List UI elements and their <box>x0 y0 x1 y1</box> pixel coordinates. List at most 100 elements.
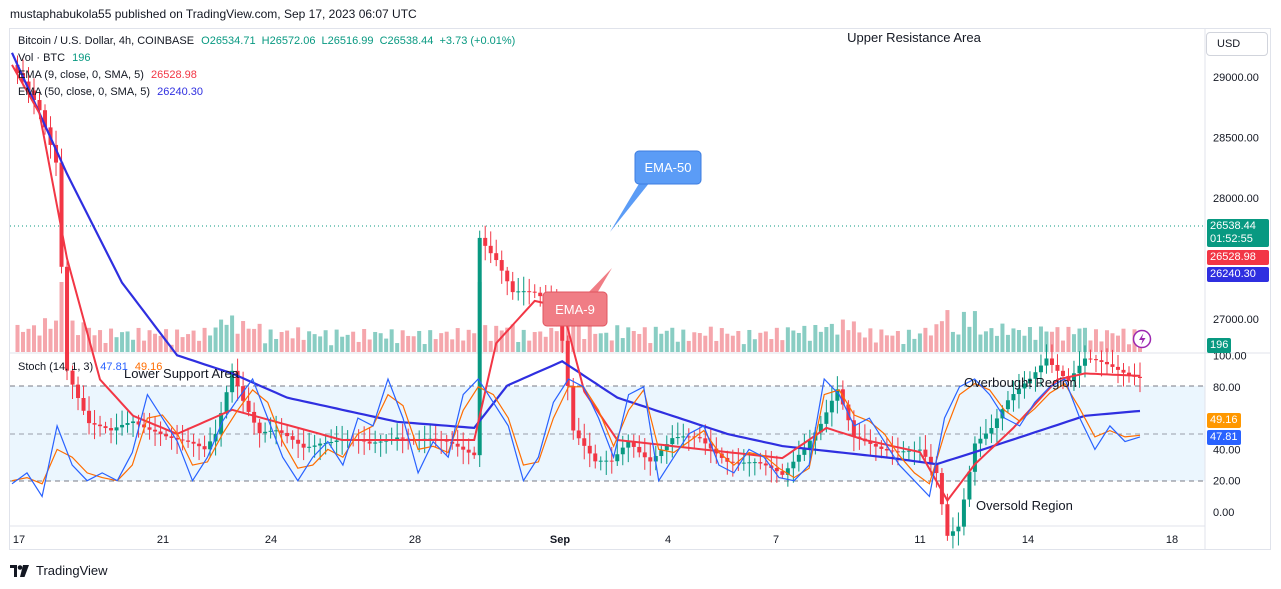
volume-bar <box>692 332 697 352</box>
tradingview-logo-icon <box>10 564 29 577</box>
volume-bar <box>961 311 966 352</box>
volume-bar <box>400 330 405 352</box>
volume-bar <box>197 340 202 352</box>
volume-bar <box>659 333 664 352</box>
volume-bar <box>950 331 955 352</box>
volume-bar <box>1115 335 1120 352</box>
volume-bar <box>125 331 130 352</box>
volume-bar <box>54 320 59 352</box>
candle-body <box>499 260 504 271</box>
volume-bar <box>829 323 834 352</box>
volume-bar <box>1060 340 1065 352</box>
volume-bar <box>499 330 504 352</box>
candle-body <box>153 429 158 432</box>
candle-body <box>191 441 196 444</box>
volume-bar <box>274 338 279 352</box>
volume-bar <box>114 337 119 352</box>
volume-bar <box>505 327 510 352</box>
candle-body <box>532 291 537 293</box>
stoch-tick-label: 80.00 <box>1213 382 1241 394</box>
symbol-title: Bitcoin / U.S. Dollar, 4h, COINBASE <box>18 35 195 47</box>
volume-bar <box>730 335 735 352</box>
volume-bar <box>796 332 801 352</box>
candle-body <box>1088 358 1093 360</box>
candle-body <box>708 443 713 449</box>
volume-bar <box>857 332 862 352</box>
candle-body <box>681 436 686 438</box>
stoch-tick-label: 0.00 <box>1213 507 1234 519</box>
candle-body <box>158 431 163 435</box>
volume-bar <box>450 339 455 352</box>
volume-bar <box>664 330 669 352</box>
candle-body <box>972 443 977 472</box>
stoch-tick-label: 40.00 <box>1213 444 1241 456</box>
volume-bar <box>747 329 752 352</box>
time-axis: 17 21 24 28 Sep 4 7 11 14 18 <box>13 534 1178 546</box>
volume-bar <box>120 332 125 352</box>
volume-bar <box>142 340 147 352</box>
last-price-value: 26538.44 <box>1210 220 1256 232</box>
volume-bar <box>356 341 361 352</box>
volume-bar <box>219 319 224 352</box>
volume-bar <box>81 322 86 352</box>
volume-bar <box>147 330 152 352</box>
candle-body <box>37 100 42 111</box>
candle-body <box>263 431 268 434</box>
candle-body <box>257 422 262 434</box>
candle-body <box>186 440 191 442</box>
currency-button[interactable]: USD <box>1206 32 1268 56</box>
candle-body <box>741 462 746 464</box>
volume-bar <box>1011 328 1016 352</box>
alert-icon[interactable] <box>1132 329 1152 349</box>
stoch-legend[interactable]: Stoch (14, 1, 3) 47.81 49.16 <box>18 361 162 373</box>
candle-body <box>752 462 757 464</box>
volume-legend[interactable]: Vol · BTC 196 <box>18 52 91 64</box>
volume-bar <box>296 327 301 352</box>
candle-body <box>367 441 372 444</box>
ohlc-open: O26534.71 <box>201 35 256 47</box>
volume-bar <box>395 343 400 352</box>
volume-bar <box>538 331 543 352</box>
candle-body <box>994 418 999 429</box>
volume-bar <box>1066 326 1071 352</box>
volume-bar <box>1044 331 1049 352</box>
volume-bar <box>70 320 75 352</box>
volume-bar <box>648 343 653 352</box>
volume-bar <box>510 324 515 352</box>
volume-bar <box>620 338 625 352</box>
candle-body <box>791 461 796 469</box>
symbol-legend[interactable]: Bitcoin / U.S. Dollar, 4h, COINBASE O265… <box>18 35 515 47</box>
ema50-legend[interactable]: EMA (50, close, 0, SMA, 5) 26240.30 <box>18 86 203 98</box>
price-tick-label: 27000.00 <box>1213 314 1259 326</box>
volume-bar <box>873 342 878 352</box>
candle-body <box>961 499 966 527</box>
volume-bar <box>697 333 702 352</box>
candle-body <box>950 531 955 536</box>
candle-body <box>378 441 383 443</box>
candle-body <box>1022 383 1027 389</box>
volume-bar <box>285 330 290 352</box>
volume-bar <box>1082 327 1087 352</box>
candle-body <box>593 453 598 462</box>
candle-body <box>824 412 829 424</box>
volume-bar <box>1000 323 1005 352</box>
candle-body <box>466 449 471 453</box>
candle-body <box>620 447 625 455</box>
candle-body <box>730 461 735 463</box>
time-tick-label: 14 <box>1022 534 1034 546</box>
ema9-legend[interactable]: EMA (9, close, 0, SMA, 5) 26528.98 <box>18 69 197 81</box>
volume-bar <box>224 324 229 352</box>
candle-body <box>1033 372 1038 379</box>
candle-body <box>461 446 466 450</box>
stoch-tick-label: 100.00 <box>1213 351 1247 363</box>
volume-bar <box>774 327 779 352</box>
volume-bar <box>428 330 433 352</box>
volume-bar <box>571 305 576 352</box>
volume-bar <box>945 310 950 352</box>
footer-brand[interactable]: TradingView <box>10 563 108 578</box>
volume-bar <box>1126 344 1131 352</box>
volume-bar <box>637 333 642 352</box>
volume-bar <box>840 319 845 352</box>
ema50-line <box>10 52 1141 466</box>
